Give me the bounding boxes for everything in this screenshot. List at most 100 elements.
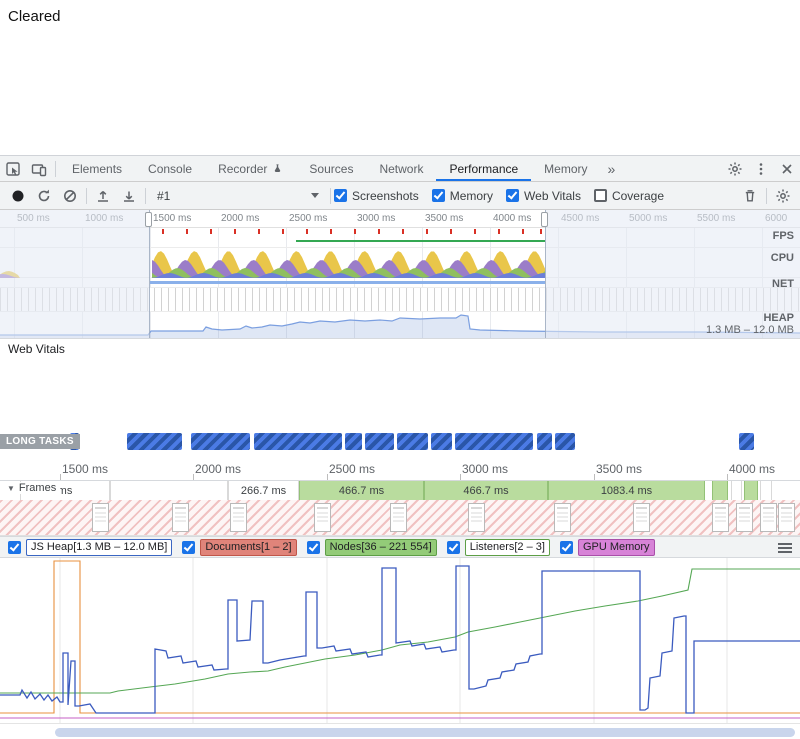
- screenshot-thumbnail[interactable]: [230, 503, 247, 532]
- legend-item-js-heap[interactable]: JS Heap[1.3 MB – 12.0 MB]: [8, 538, 173, 556]
- hamburger-menu-icon[interactable]: [778, 543, 792, 553]
- frame-segment[interactable]: 466.7 ms: [424, 481, 548, 500]
- tab-recorder[interactable]: Recorder: [205, 156, 296, 181]
- cpu-activity-chart: [0, 251, 545, 278]
- legend-item-gpu-memory[interactable]: GPU Memory: [559, 538, 655, 556]
- frame-segment[interactable]: [731, 481, 742, 500]
- cpu-system-area: [152, 273, 545, 278]
- page-status-text: Cleared: [8, 8, 61, 25]
- long-task-bar[interactable]: [345, 433, 362, 450]
- overview-ruler-label: 3500 ms: [425, 213, 464, 224]
- long-frame-marker: [540, 229, 542, 234]
- tab-label: Performance: [449, 161, 519, 176]
- tab-elements[interactable]: Elements: [59, 156, 135, 181]
- reload-and-record-button[interactable]: [31, 183, 57, 209]
- tab-sources[interactable]: Sources: [296, 156, 366, 181]
- legend-counter-label: GPU Memory: [577, 538, 655, 556]
- screenshot-thumbnail[interactable]: [736, 503, 753, 532]
- frames-track-title: Frames: [18, 482, 57, 494]
- capture-options: Screenshots Memory Web Vitals Coverage: [334, 189, 677, 203]
- long-task-bar[interactable]: [365, 433, 394, 450]
- save-profile-button[interactable]: [116, 183, 142, 209]
- performance-toolbar: #1 Screenshots Memory Web Vitals Coverage: [0, 182, 800, 210]
- devtools-panel: Elements Console Recorder Sources Network Per…: [0, 155, 800, 739]
- long-task-bar[interactable]: [431, 433, 452, 450]
- screenshot-thumbnail[interactable]: [314, 503, 331, 532]
- tab-network[interactable]: Network: [366, 156, 436, 181]
- tab-label: Elements: [72, 161, 123, 176]
- long-task-bar[interactable]: [455, 433, 533, 450]
- screenshot-thumbnail[interactable]: [778, 503, 795, 532]
- legend-item-nodes[interactable]: Nodes[36 – 221 554]: [306, 538, 437, 556]
- window-left-handle[interactable]: [145, 212, 152, 227]
- capture-settings-button[interactable]: [770, 183, 796, 209]
- frame-segment[interactable]: [760, 481, 772, 500]
- screenshot-thumbnail[interactable]: [554, 503, 571, 532]
- record-button[interactable]: [5, 183, 31, 209]
- frame-segment[interactable]: 466.7 ms: [299, 481, 424, 500]
- delete-recording-button[interactable]: [737, 183, 763, 209]
- screenshot-thumbnail[interactable]: [92, 503, 109, 532]
- legend-item-documents[interactable]: Documents[1 – 2]: [182, 538, 297, 556]
- long-task-bar[interactable]: [254, 433, 342, 450]
- main-ruler-tick: [727, 474, 728, 480]
- screenshot-thumbnail[interactable]: [633, 503, 650, 532]
- frame-segment[interactable]: [744, 481, 758, 500]
- close-icon: [782, 163, 792, 174]
- screenshot-thumbnail[interactable]: [390, 503, 407, 532]
- more-tabs-button[interactable]: »: [607, 160, 616, 177]
- legend-item-listeners[interactable]: Listeners[2 – 3]: [446, 538, 550, 556]
- tab-memory[interactable]: Memory: [531, 156, 600, 181]
- screenshot-thumbnail[interactable]: [468, 503, 485, 532]
- recording-history-select[interactable]: #1: [149, 185, 327, 207]
- checkbox-web-vitals[interactable]: Web Vitals: [506, 189, 581, 203]
- long-frame-marker: [354, 229, 356, 234]
- frame-segment[interactable]: 1083.4 ms: [548, 481, 705, 500]
- settings-button[interactable]: [722, 156, 748, 182]
- checkbox-memory[interactable]: Memory: [431, 188, 494, 203]
- window-right-handle[interactable]: [541, 212, 548, 227]
- screenshot-thumbnail[interactable]: [712, 503, 729, 532]
- long-task-bar[interactable]: [555, 433, 575, 450]
- overview-ruler-label: 2500 ms: [289, 213, 328, 224]
- frame-segment[interactable]: 266.7 ms: [228, 481, 299, 500]
- long-task-bar[interactable]: [191, 433, 250, 450]
- web-vitals-track[interactable]: Web Vitals: [0, 338, 800, 358]
- frame-segment[interactable]: [712, 481, 728, 500]
- inspect-element-button[interactable]: [0, 156, 26, 182]
- close-devtools-button[interactable]: [774, 156, 800, 182]
- main-ruler-label: 4000 ms: [729, 462, 776, 476]
- long-task-bar[interactable]: [537, 433, 552, 450]
- device-toolbar-button[interactable]: [26, 156, 52, 182]
- frame-segment[interactable]: [110, 481, 228, 500]
- horizontal-scrollbar[interactable]: [0, 723, 800, 739]
- main-ruler-label: 2000 ms: [195, 462, 242, 476]
- frames-track-header[interactable]: ▼ Frames: [3, 482, 61, 494]
- devtools-menu-button[interactable]: [748, 156, 774, 182]
- checkbox-label: Memory: [449, 188, 494, 203]
- checkbox-screenshots[interactable]: Screenshots: [334, 189, 419, 203]
- clear-button[interactable]: [57, 183, 83, 209]
- long-task-bar[interactable]: [127, 433, 182, 450]
- long-frame-marker: [378, 229, 380, 234]
- download-icon: [124, 191, 134, 202]
- long-task-bar[interactable]: [739, 433, 754, 450]
- screenshot-thumbnail[interactable]: [760, 503, 777, 532]
- long-tasks-track: LONG TASKS: [0, 429, 800, 454]
- scrollbar-thumb[interactable]: [55, 728, 795, 737]
- overview-ruler-label: 3000 ms: [357, 213, 396, 224]
- memory-chart[interactable]: [0, 558, 800, 723]
- load-profile-button[interactable]: [90, 183, 116, 209]
- checkbox-coverage[interactable]: Coverage: [593, 189, 664, 203]
- long-task-bar[interactable]: [397, 433, 428, 450]
- devtools-tabbar: Elements Console Recorder Sources Network Per…: [0, 156, 800, 182]
- long-frame-marker: [210, 229, 212, 234]
- tab-performance[interactable]: Performance: [436, 156, 531, 181]
- main-ruler-tick: [193, 474, 194, 480]
- tab-console[interactable]: Console: [135, 156, 205, 181]
- screenshot-thumbnail[interactable]: [172, 503, 189, 532]
- long-frame-marker: [330, 229, 332, 234]
- fps-lane-label: FPS: [772, 230, 794, 242]
